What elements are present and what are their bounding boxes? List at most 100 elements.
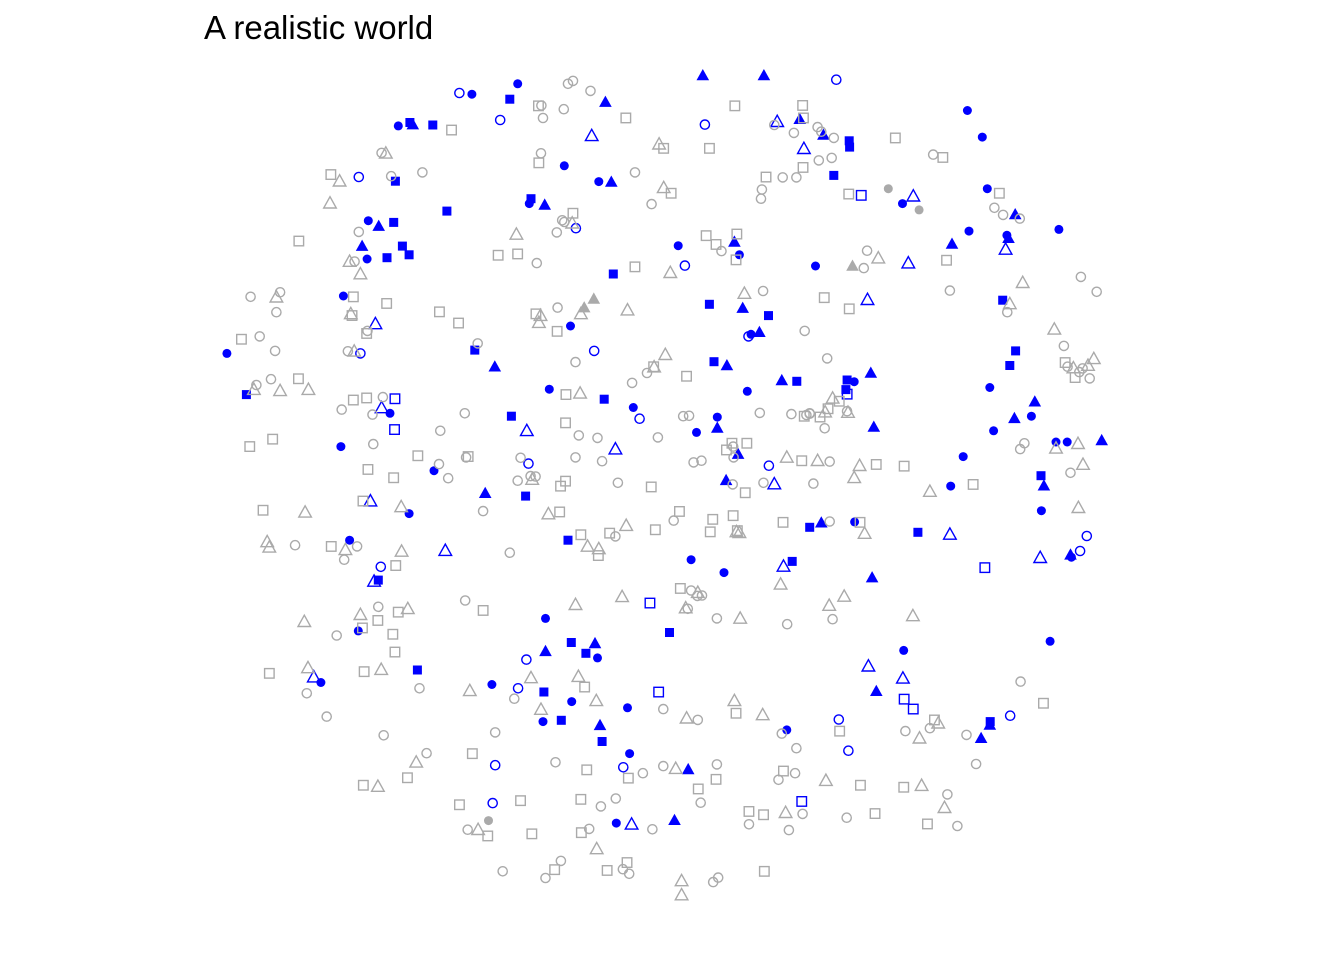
point-grey-square-open [515,795,526,807]
point-blue-square-filled [405,118,415,127]
point-blue-circle-filled [316,678,326,687]
point-blue-circle-filled [977,132,987,142]
point-grey-circle-open [562,78,574,90]
point-grey-square-open [898,460,910,472]
point-grey-triangle-open [378,145,394,159]
point-grey-circle-open [550,757,561,768]
point-grey-circle-open [1084,373,1095,384]
point-grey-square-open [579,681,591,693]
point-grey-circle-open [1075,271,1087,283]
point-grey-square-open [533,157,545,169]
point-grey-triangle-open [370,778,386,792]
point-grey-square-open [620,112,632,124]
point-blue-triangle-filled [668,813,681,825]
point-grey-circle-open [459,595,471,606]
point-blue-circle-filled [989,426,999,436]
point-blue-square-filled [1005,361,1015,370]
point-grey-triangle-open [296,613,312,628]
point-grey-circle-open [819,422,831,434]
point-grey-circle-open [641,367,653,379]
point-grey-triangle-open [1075,456,1091,470]
point-blue-square-filled [787,556,797,566]
point-grey-circle-open [301,688,313,699]
point-grey-square-open [760,171,772,183]
point-grey-triangle-open [736,285,752,299]
point-grey-circle-open [1002,306,1013,318]
point-grey-square-open [758,809,769,821]
point-grey-square-open [843,188,855,200]
point-grey-circle-open [1091,286,1102,298]
point-grey-circle-open [434,425,446,437]
point-blue-triangle-filled [865,571,879,583]
point-grey-circle-open [351,541,363,552]
point-blue-circle-filled [962,106,972,115]
point-grey-circle-open [512,475,524,487]
point-grey-square-open [347,394,359,406]
point-grey-square-open [549,864,561,876]
point-blue-triangle-filled [864,366,878,378]
point-blue-triangle-open [766,476,782,490]
point-grey-triangle-open [662,264,678,279]
point-grey-triangle-open [779,449,795,463]
point-blue-circle-filled [712,412,722,422]
point-grey-square-open [937,151,949,163]
point-blue-circle-open [355,348,366,359]
point-grey-square-open [797,161,809,173]
point-grey-circle-open [783,824,795,836]
point-blue-circle-filled [538,717,548,727]
point-blue-triangle-filled [1002,231,1015,243]
point-grey-square-open [235,333,247,345]
point-blue-square-filled [845,142,855,152]
point-grey-triangle-open [540,506,556,520]
point-grey-circle-open [797,808,808,820]
point-grey-circle-open [1074,366,1085,378]
point-grey-circle-open [696,455,707,467]
point-grey-circle-open [727,479,739,490]
point-grey-triangle-open [755,706,771,721]
point-blue-triangle-filled [870,684,883,696]
point-blue-triangle-filled [793,112,806,124]
point-blue-square-filled [397,241,407,251]
point-grey-triangle-open [588,692,604,707]
point-grey-triangle-open [905,607,921,622]
point-grey-square-open [743,806,755,817]
point-blue-square-filled [1036,471,1046,481]
chart-title: A realistic world [204,9,433,46]
point-grey-square-open [645,481,657,493]
point-grey-square-open [797,99,809,111]
point-grey-triangle-open [373,661,389,676]
point-blue-circle-filled [673,241,683,251]
point-grey-circle-open [789,767,801,779]
point-grey-circle-open [773,774,784,786]
point-blue-circle-open [454,87,465,99]
point-grey-circle-open [647,824,658,835]
point-grey-circle-open [816,126,827,137]
point-blue-circle-filled [566,321,575,331]
point-grey-circle-open [629,167,641,178]
point-grey-circle-open [460,452,472,463]
point-grey-circle-open [531,257,543,269]
point-grey-triangle-filled [587,292,601,304]
point-grey-square-open [477,605,489,616]
point-grey-triangle-open [564,215,580,229]
point-grey-square-open [674,583,686,594]
point-blue-triangle-filled [945,237,959,249]
point-grey-circle-open [556,214,568,226]
point-grey-circle-open [462,824,474,836]
point-blue-triangle-filled [1008,411,1021,424]
point-grey-circle-open [1014,213,1026,224]
point-grey-circle-open [695,797,707,809]
point-blue-triangle-filled [681,762,695,775]
point-grey-square-open [601,865,613,876]
point-blue-circle-filled [811,261,820,271]
point-blue-square-filled [913,527,923,537]
point-blue-triangle-filled [1028,395,1042,407]
point-grey-triangle-filled [846,259,859,271]
point-grey-triangle-open [614,588,630,603]
point-grey-circle-open [254,331,266,342]
point-blue-triangle-filled [867,420,881,432]
point-grey-circle-open [504,547,516,559]
point-grey-circle-open [688,457,699,468]
point-blue-triangle-filled [757,69,771,81]
point-grey-triangle-open [1015,274,1031,289]
